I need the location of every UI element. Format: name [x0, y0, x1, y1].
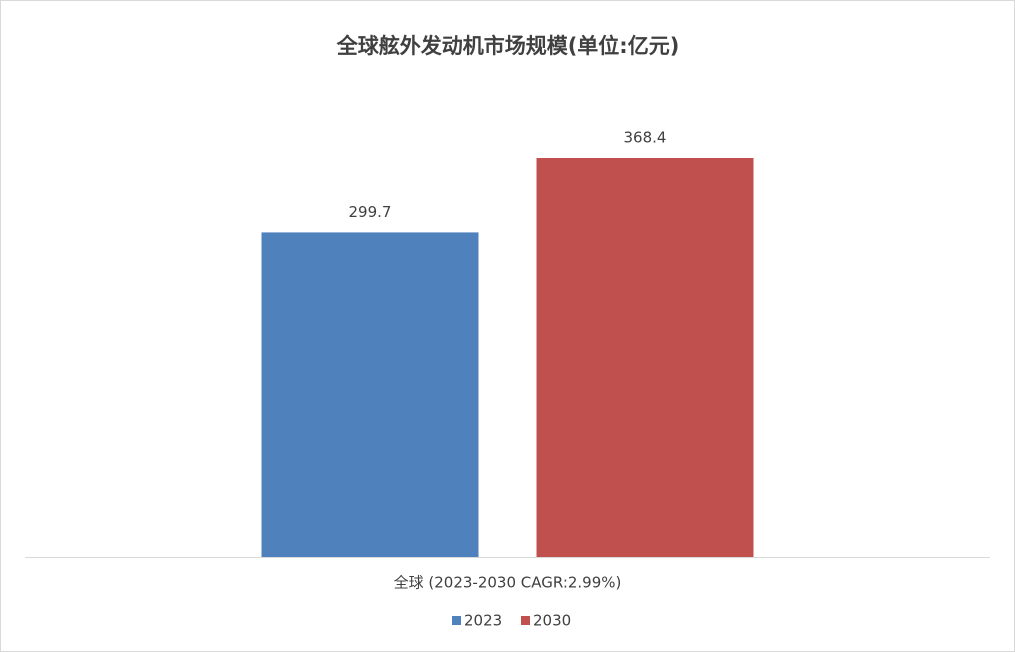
legend-swatch	[452, 616, 461, 625]
data-label: 368.4	[624, 129, 667, 147]
bar	[536, 158, 754, 557]
data-label: 299.7	[349, 203, 392, 221]
legend-swatch	[521, 616, 530, 625]
bar	[261, 232, 479, 557]
legend-label: 2030	[533, 612, 571, 630]
chart-title: 全球舷外发动机市场规模(单位:亿元)	[336, 34, 680, 58]
x-tick-label: 全球 (2023-2030 CAGR:2.99%)	[394, 574, 622, 592]
legend-label: 2023	[464, 612, 502, 630]
